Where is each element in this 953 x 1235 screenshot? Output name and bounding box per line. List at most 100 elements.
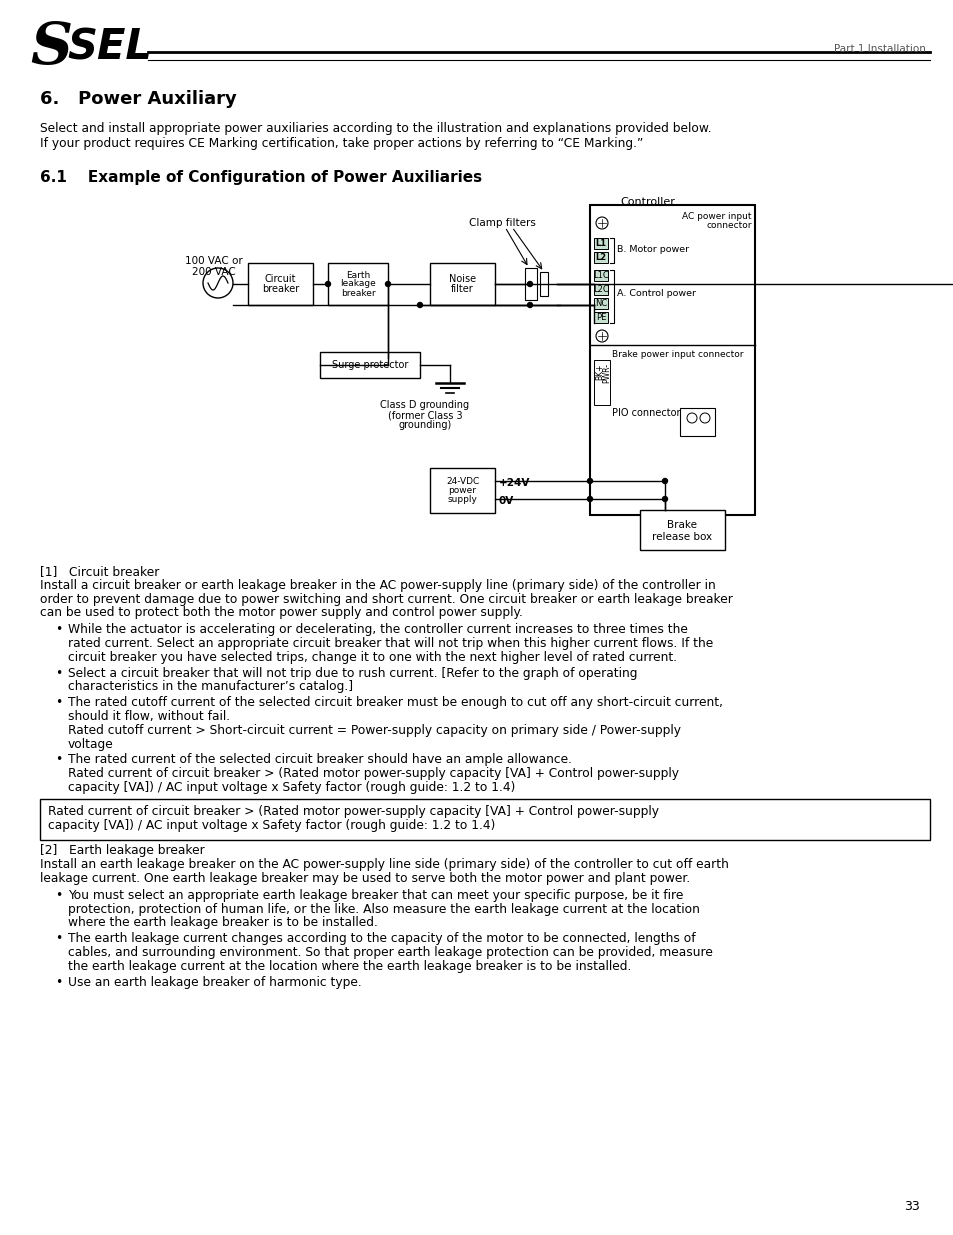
Bar [594,359,609,405]
Text: PWR-: PWR- [602,363,611,383]
Bar [40,799,929,840]
Text: can be used to protect both the motor power supply and control power supply.: can be used to protect both the motor po… [40,606,522,620]
Bar [639,510,724,550]
Text: Brake: Brake [667,520,697,530]
Text: grounding): grounding) [398,420,451,430]
Text: characteristics in the manufacturer’s catalog.]: characteristics in the manufacturer’s ca… [68,680,353,693]
Text: L2: L2 [595,252,606,262]
Circle shape [661,496,667,501]
Text: Surge protector: Surge protector [332,359,408,370]
Text: Circuit: Circuit [265,274,296,284]
Text: AC power input: AC power input [681,212,751,221]
Text: +24V: +24V [498,478,530,488]
Text: leakage current. One earth leakage breaker may be used to serve both the motor p: leakage current. One earth leakage break… [40,872,690,885]
Text: filter: filter [451,284,474,294]
Text: B. Motor power: B. Motor power [617,245,688,253]
Text: Part 1 Installation: Part 1 Installation [833,44,925,54]
Text: voltage: voltage [68,737,113,751]
Circle shape [661,478,667,483]
Text: •: • [55,889,62,902]
Text: connector: connector [706,221,751,230]
Text: •: • [55,932,62,945]
Text: L1: L1 [595,238,606,247]
Text: power: power [448,487,476,495]
Text: Select a circuit breaker that will not trip due to rush current. [Refer to the g: Select a circuit breaker that will not t… [68,667,637,679]
Text: S: S [30,20,72,77]
Text: capacity [VA]) / AC input voltage x Safety factor (rough guide: 1.2 to 1.4): capacity [VA]) / AC input voltage x Safe… [48,819,495,831]
Text: Use an earth leakage breaker of harmonic type.: Use an earth leakage breaker of harmonic… [68,976,361,988]
Text: Rated cutoff current > Short-circuit current = Power-supply capacity on primary : Rated cutoff current > Short-circuit cur… [68,724,680,737]
Text: (former Class 3: (former Class 3 [387,410,462,420]
Bar [594,298,607,309]
Bar [430,263,495,305]
Text: The earth leakage current changes according to the capacity of the motor to be c: The earth leakage current changes accord… [68,932,695,945]
Bar [594,312,607,324]
Text: release box: release box [652,532,712,542]
Text: L1C: L1C [593,270,608,279]
Bar [594,252,607,263]
Text: •: • [55,697,62,709]
Circle shape [325,282,330,287]
Text: 6.1    Example of Configuration of Power Auxiliaries: 6.1 Example of Configuration of Power Au… [40,170,481,185]
Text: Select and install appropriate power auxiliaries according to the illustration a: Select and install appropriate power aux… [40,122,711,135]
Text: The rated current of the selected circuit breaker should have an ample allowance: The rated current of the selected circui… [68,753,572,767]
Text: Controller: Controller [619,198,674,207]
Text: [1]   Circuit breaker: [1] Circuit breaker [40,564,159,578]
Bar [248,263,313,305]
Text: Install a circuit breaker or earth leakage breaker in the AC power-supply line (: Install a circuit breaker or earth leaka… [40,579,715,592]
Text: Class D grounding: Class D grounding [380,400,469,410]
Text: •: • [55,976,62,988]
Circle shape [417,303,422,308]
Bar [319,352,419,378]
Text: 6.   Power Auxiliary: 6. Power Auxiliary [40,90,236,107]
Text: [2]   Earth leakage breaker: [2] Earth leakage breaker [40,845,205,857]
Text: PE: PE [596,312,605,321]
Text: capacity [VA]) / AC input voltage x Safety factor (rough guide: 1.2 to 1.4): capacity [VA]) / AC input voltage x Safe… [68,781,515,794]
Text: circuit breaker you have selected trips, change it to one with the next higher l: circuit breaker you have selected trips,… [68,651,677,663]
Text: breaker: breaker [262,284,299,294]
Text: PIO connector: PIO connector [612,408,679,417]
Bar [524,268,537,300]
Text: Brake power input connector: Brake power input connector [612,350,742,359]
Text: BK+: BK+ [595,363,604,379]
Circle shape [587,496,592,501]
Circle shape [587,478,592,483]
Text: Install an earth leakage breaker on the AC power-supply line side (primary side): Install an earth leakage breaker on the … [40,858,728,871]
Text: 200 VAC: 200 VAC [192,267,235,277]
Bar [539,272,547,296]
Text: You must select an appropriate earth leakage breaker that can meet your specific: You must select an appropriate earth lea… [68,889,682,902]
Text: •: • [55,624,62,636]
Bar [679,408,714,436]
Text: While the actuator is accelerating or decelerating, the controller current incre: While the actuator is accelerating or de… [68,624,687,636]
Circle shape [527,282,532,287]
Text: Earth: Earth [346,270,370,279]
Text: supply: supply [447,495,476,504]
Text: A. Control power: A. Control power [617,289,696,299]
Text: •: • [55,753,62,767]
Text: 24-VDC: 24-VDC [445,477,478,487]
Text: order to prevent damage due to power switching and short current. One circuit br: order to prevent damage due to power swi… [40,593,732,605]
Text: Noise: Noise [449,274,476,284]
Text: If your product requires CE Marking certification, take proper actions by referr: If your product requires CE Marking cert… [40,137,642,149]
Bar [430,468,495,513]
Text: Rated current of circuit breaker > (Rated motor power-supply capacity [VA] + Con: Rated current of circuit breaker > (Rate… [68,767,679,781]
Text: should it flow, without fail.: should it flow, without fail. [68,710,230,722]
Circle shape [527,303,532,308]
Text: The rated cutoff current of the selected circuit breaker must be enough to cut o: The rated cutoff current of the selected… [68,697,722,709]
Text: L2C: L2C [593,284,608,294]
Text: rated current. Select an appropriate circuit breaker that will not trip when thi: rated current. Select an appropriate cir… [68,637,713,650]
Text: cables, and surrounding environment. So that proper earth leakage protection can: cables, and surrounding environment. So … [68,946,712,960]
Text: 100 VAC or: 100 VAC or [185,256,243,266]
Text: SEL: SEL [67,26,152,68]
Text: the earth leakage current at the location where the earth leakage breaker is to : the earth leakage current at the locatio… [68,960,631,973]
Text: Clamp filters: Clamp filters [468,219,535,228]
Text: where the earth leakage breaker is to be installed.: where the earth leakage breaker is to be… [68,916,377,930]
Text: Rated current of circuit breaker > (Rated motor power-supply capacity [VA] + Con: Rated current of circuit breaker > (Rate… [48,805,659,818]
Text: 0V: 0V [498,496,514,506]
Circle shape [385,282,390,287]
Bar [594,270,607,282]
Text: breaker: breaker [340,289,375,298]
Text: 33: 33 [903,1200,919,1213]
Text: •: • [55,667,62,679]
Text: NC: NC [595,299,606,308]
